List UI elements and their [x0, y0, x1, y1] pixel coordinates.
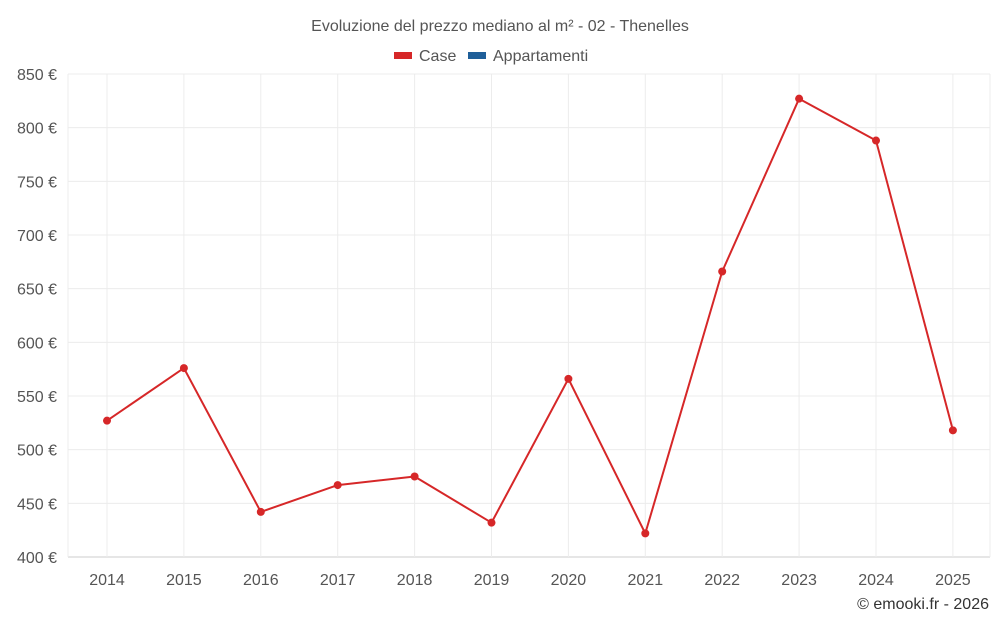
legend-item-case[interactable]: Case [394, 48, 456, 65]
legend-swatch-case [394, 52, 412, 59]
chart-title: Evoluzione del prezzo mediano al m² - 02… [311, 18, 689, 35]
x-tick-label: 2016 [243, 572, 279, 589]
y-tick-label: 500 € [17, 443, 57, 460]
data-point [410, 472, 419, 481]
data-point [718, 267, 727, 276]
y-tick-label: 600 € [17, 335, 57, 352]
y-tick-label: 750 € [17, 174, 57, 191]
data-point [948, 426, 957, 435]
data-point [333, 481, 342, 490]
x-tick-label: 2017 [320, 572, 356, 589]
x-tick-label: 2025 [935, 572, 971, 589]
data-point [256, 507, 265, 516]
y-axis: 400 € 450 € 500 € 550 € 600 € 650 € 700 € 750 €… [17, 67, 57, 567]
series-case [103, 94, 957, 538]
data-point [103, 416, 111, 425]
legend-item-appartamenti[interactable]: Appartamenti [468, 48, 588, 65]
x-tick-label: 2014 [89, 572, 125, 589]
x-tick-label: 2021 [628, 572, 664, 589]
x-tick-label: 2020 [551, 572, 587, 589]
data-point [564, 374, 573, 383]
y-tick-label: 800 € [17, 121, 57, 138]
x-tick-label: 2018 [397, 572, 433, 589]
y-tick-label: 550 € [17, 389, 57, 406]
x-tick-label: 2019 [474, 572, 510, 589]
legend-swatch-appartamenti [468, 52, 486, 59]
y-tick-label: 450 € [17, 496, 57, 513]
legend-label-appartamenti: Appartamenti [493, 48, 588, 65]
data-point [872, 136, 880, 145]
data-point [795, 94, 804, 103]
x-tick-label: 2022 [704, 572, 740, 589]
y-tick-label: 650 € [17, 282, 57, 299]
x-tick-label: 2024 [858, 572, 894, 589]
data-point [179, 364, 188, 373]
credit-text: © emooki.fr - 2026 [857, 596, 989, 613]
y-tick-label: 700 € [17, 228, 57, 245]
x-axis: 2014 2015 2016 2017 2018 2019 2020 2021 2022 2023… [89, 572, 971, 589]
series-line-case [106, 97, 954, 535]
x-tick-label: 2015 [166, 572, 202, 589]
grid [67, 73, 991, 558]
legend-label-case: Case [419, 48, 456, 65]
y-tick-label: 400 € [17, 550, 57, 567]
data-point [641, 529, 650, 538]
data-point [487, 518, 496, 527]
x-tick-label: 2023 [781, 572, 817, 589]
legend: Case Appartamenti [394, 48, 588, 65]
y-tick-label: 850 € [17, 67, 57, 84]
